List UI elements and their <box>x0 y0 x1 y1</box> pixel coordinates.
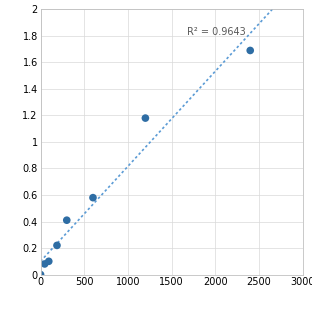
Point <box>64 218 69 223</box>
Point <box>90 195 95 200</box>
Point <box>46 259 51 264</box>
Point <box>143 116 148 121</box>
Point <box>38 272 43 277</box>
Point <box>248 48 253 53</box>
Point <box>55 243 60 248</box>
Text: R² = 0.9643: R² = 0.9643 <box>187 27 246 37</box>
Point <box>42 261 47 266</box>
